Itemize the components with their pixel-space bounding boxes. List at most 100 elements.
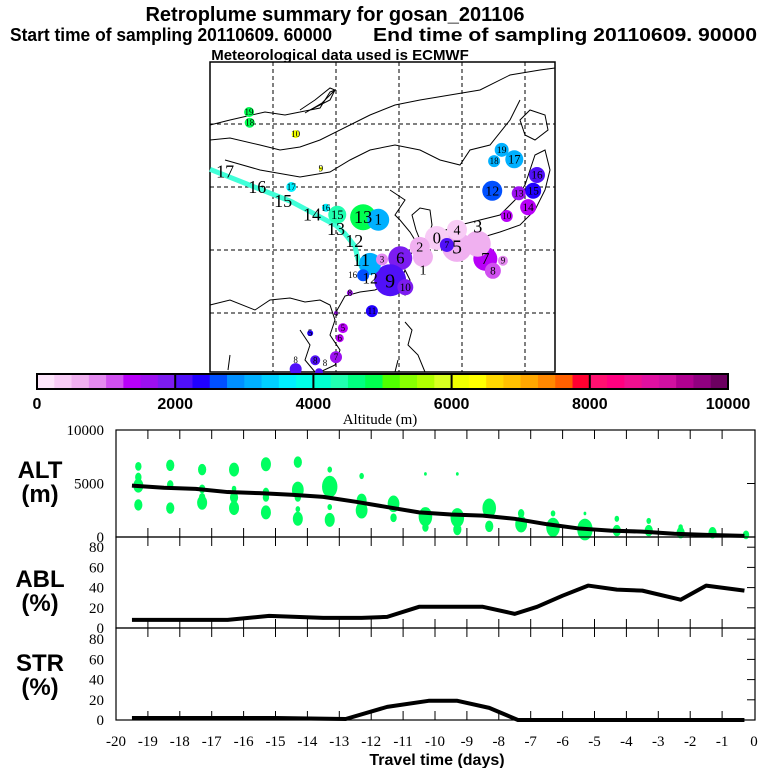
alt-scatter-point	[292, 511, 303, 526]
trajectory-label: 17	[216, 161, 234, 181]
alt-scatter-point	[197, 495, 208, 510]
figure-title: Retroplume summary for gosan_201106	[145, 4, 524, 26]
map-marker	[500, 209, 513, 222]
map-marker-label: 10	[291, 129, 301, 139]
map-marker-label: 7	[334, 352, 339, 362]
map-marker-label: 16	[321, 203, 331, 213]
alt-scatter-point	[324, 512, 335, 527]
colorbar-segment	[693, 374, 712, 389]
colorbar-segment	[37, 374, 55, 389]
y-tick-label: 80	[89, 540, 104, 556]
map-marker	[520, 199, 537, 216]
map-marker	[375, 253, 388, 266]
map-marker-label: 9	[385, 270, 395, 292]
colorbar-segment	[555, 374, 574, 389]
x-tick-label: -3	[652, 734, 665, 750]
alt-scatter-point	[550, 510, 556, 517]
map-marker-label: 1	[419, 263, 426, 278]
alt-scatter-point	[359, 472, 364, 480]
colorbar-segment	[123, 374, 142, 389]
map-marker-label: 7	[444, 240, 449, 251]
map-marker-label: 13	[354, 207, 372, 227]
map-marker	[525, 182, 542, 199]
map-marker-label: 2	[416, 240, 423, 255]
map-marker-label: 5	[452, 237, 462, 259]
x-tick-label: -7	[524, 734, 537, 750]
colorbar-tick-label: 6000	[434, 396, 470, 413]
panel-frame-alt	[115, 429, 756, 538]
alt-scatter-point	[229, 501, 240, 516]
map-marker	[335, 334, 344, 343]
map-marker	[494, 142, 509, 157]
alt-scatter-point	[422, 522, 429, 532]
colorbar-tick-label: 10000	[706, 396, 751, 413]
str-panel-label: STR	[16, 650, 64, 677]
colorbar-segment	[244, 374, 263, 389]
y-tick-label: 40	[89, 673, 104, 689]
map-marker	[357, 269, 370, 282]
colorbar-segment	[676, 374, 694, 389]
series-line-alt	[131, 483, 745, 538]
x-tick-label: -5	[588, 734, 601, 750]
map-marker-label: 19	[245, 107, 255, 117]
colorbar-segment	[658, 374, 677, 389]
map-marker-label: 17	[508, 152, 521, 166]
x-tick-label: -12	[361, 734, 381, 750]
colorbar-segment	[451, 374, 470, 389]
lake-baikal	[299, 87, 336, 114]
y-tick-label: 20	[89, 693, 104, 709]
map-marker-label: 7	[481, 249, 489, 268]
colorbar-segment	[434, 374, 453, 389]
alt-scatter-point	[166, 502, 175, 514]
colorbar-segment	[572, 374, 591, 389]
colorbar-tick-label: 2000	[157, 396, 193, 413]
map-marker	[528, 167, 545, 184]
alt-scatter-point	[355, 501, 368, 519]
alt-scatter-point	[583, 511, 587, 516]
y-tick-label: 0	[97, 621, 105, 637]
map-marker-label: 19	[497, 145, 507, 156]
y-tick-label: 0	[97, 713, 105, 729]
coastline-indochina	[209, 297, 341, 373]
map-marker-label: 0	[433, 228, 441, 247]
map-marker	[244, 107, 255, 118]
map-marker	[365, 305, 378, 318]
colorbar-segment	[468, 374, 487, 389]
colorbar-segment	[589, 374, 608, 389]
map-marker-label: 15	[528, 185, 540, 197]
colorbar-segment	[607, 374, 625, 389]
x-tick-label: -13	[329, 734, 349, 750]
map-marker-label: 4	[334, 308, 339, 318]
colorbar-segment	[382, 374, 401, 389]
map-marker-label: 9	[319, 164, 324, 174]
map-marker	[505, 150, 524, 169]
x-tick-label: -20	[106, 734, 126, 750]
map-markers	[244, 107, 545, 377]
map-marker	[397, 279, 414, 296]
colorbar-segment	[503, 374, 522, 389]
colorbar-segment	[106, 374, 124, 389]
colorbar-segment	[209, 374, 228, 389]
colorbar-segment	[140, 374, 159, 389]
y-tick-label: 40	[89, 581, 104, 597]
map-marker-label: 8	[313, 355, 318, 365]
map-marker	[334, 311, 338, 315]
alt-scatter-point	[293, 456, 302, 468]
colorbar-label: Altitude (m)	[343, 412, 418, 428]
map-marker-label: 16	[531, 170, 543, 182]
alt-scatter-point	[327, 503, 333, 511]
colorbar-segment	[347, 374, 366, 389]
map-marker-label: 16	[348, 270, 358, 280]
map-marker	[359, 252, 382, 275]
x-tick-label: -11	[393, 734, 412, 750]
map-marker-label: 1	[374, 212, 382, 229]
y-tick-label: 0	[97, 530, 105, 546]
trajectory-label: 15	[274, 191, 292, 211]
colorbar-frame	[36, 373, 729, 390]
series-line-abl	[131, 583, 745, 622]
abl-panel-unit: (%)	[21, 590, 58, 617]
alt-scatter-point	[260, 457, 271, 472]
map-marker	[482, 180, 503, 201]
